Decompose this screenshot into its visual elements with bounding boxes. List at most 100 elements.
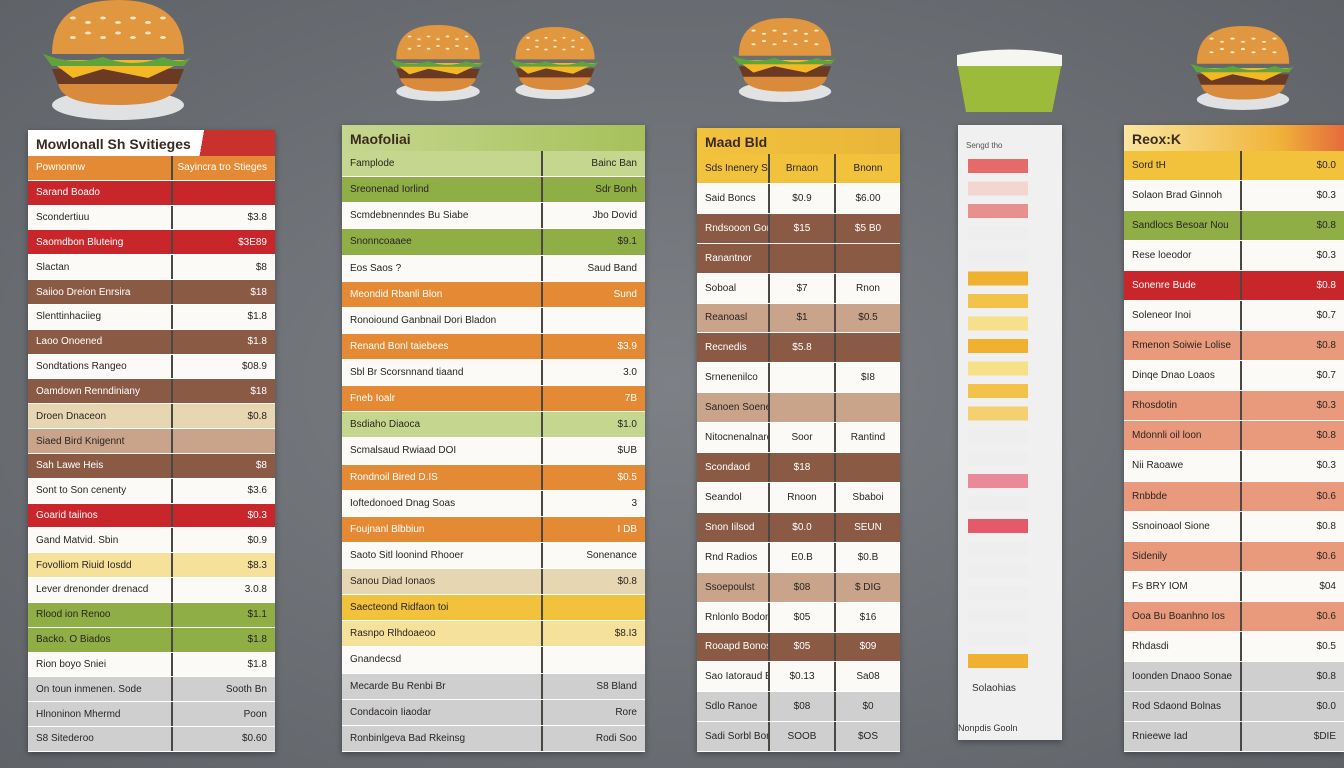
menu-row: Sarand Boado [28,180,275,206]
item-name: Sah Lawe Heis [36,460,104,472]
shape [100,36,106,39]
menu-row: Ioonden Dnaoo Sonae $0.8 [1124,661,1344,692]
burger [43,0,193,120]
shape [417,44,421,47]
menu-row: Famplode Bainc Ban [342,151,645,178]
item-name: Famplode [350,158,395,170]
item-price [834,333,900,363]
shape [544,48,548,51]
item-name: Foujnanl Blbbiun [350,523,425,535]
side-bar [968,249,1028,263]
item-name: Ioonden Dnaoo Sonae [1132,670,1233,682]
menu-row: Rnd Radios E0.B $0.B [697,542,900,573]
shape [436,44,440,47]
item-name: Gnandecsd [350,654,402,666]
item-price: $3E89 [171,230,275,255]
item-price: $0.13 [768,662,834,692]
item-price: $0.9 [768,183,834,213]
burger [732,18,838,102]
shape [510,59,600,67]
side-bar [968,316,1028,331]
menu-row: Gnandecsd [342,647,645,674]
item-price [541,647,645,673]
item-name: Droen Dnaceon [36,410,107,422]
shape [455,44,459,47]
item-price: $5 B0 [834,213,900,243]
shape [436,38,440,41]
item-name: Soleneor Inoi [1132,310,1191,322]
item-price: S8 Bland [541,673,645,699]
menu-row: Saecteond Ridfaon toi [342,595,645,622]
item-name: Mecarde Bu Renbi Br [350,680,446,692]
side-bar [968,496,1028,511]
item-price [171,429,275,453]
item-name: Sreonenad Iorlind [350,184,429,196]
shape [1190,63,1296,73]
item-price: $8 [171,255,275,280]
item-name: Reanoasl [705,312,748,324]
item-price: Rore [541,699,645,725]
menu-row: Saoto Sitl loonind Rhooer Sonenance [342,542,645,569]
menu-row: Recnedis $5.8 [697,333,900,364]
menu-row: Pownonnw Sayincra tro Stieges [28,156,275,181]
menu-row: Sont to Son cenenty $3.6 [28,478,275,504]
item-price: $0.9 [171,528,275,553]
shape [515,26,595,60]
item-name: Rondnoil Bired D.IS [350,471,438,483]
menu-row: Saiioo Dreion Enrsira $18 [28,280,275,305]
item-price: $0.7 [1240,361,1344,391]
item-price: $1.8 [171,329,275,354]
item-name: Ssnoinoaol Sione [1132,520,1210,532]
item-name: Srnenenilco [705,372,758,384]
item-price: $0.8 [1240,661,1344,691]
item-price [541,595,645,621]
item-name: Lever drenonder drenacd [36,584,149,596]
item-price: $0.6 [1240,601,1344,631]
item-name: Gand Matvid. Sbin [36,534,119,546]
item-name: Rhosdotin [1132,400,1178,412]
shape [1240,40,1246,43]
shape [1201,82,1285,100]
item-name: Rhdasdi [1132,640,1169,652]
item-price: $0.60 [171,727,275,751]
item-price: Sonenance [541,542,645,568]
shape [562,36,566,39]
item-price: $0.8 [1240,331,1344,361]
item-name: Rnbbde [1132,490,1168,502]
shape [782,32,788,35]
menu-row: Snon Iilsod $0.0 SEUN [697,512,900,543]
item-name: Rese loeodor [1132,250,1192,262]
item-price: $0.5 [834,303,900,333]
side-panel: Sengd tho Solaohias Nonpdis Gooln [958,125,1062,740]
shape [1219,40,1225,43]
side-bars [968,159,1028,668]
shape [145,31,151,35]
menu-row: Ronbinlgeva Bad Rkeinsg Rodi Soo [342,725,645,752]
item-price: $OS [834,722,900,752]
item-price: $09 [834,632,900,662]
menu-row: Sanou Diad Ionaos $0.8 [342,569,645,596]
item-name: Renand Bonl taiebees [350,340,449,352]
shape [464,47,469,50]
menu-row: Ronoiound Ganbnail Dori Bladon [342,307,645,334]
shape [1251,51,1256,54]
item-price: 3 [541,490,645,516]
menu-row: Sanoen Soeneb [697,393,900,424]
shape [396,24,480,60]
item-name: Sarand Boado [36,187,100,199]
menu-row: Sord tH $0.0 [1124,151,1344,182]
menu-row: Solaon Brad Ginnoh $0.3 [1124,181,1344,212]
item-price: I DB [541,516,645,542]
item-name: Sao Iatoraud Bnonodar [705,671,768,683]
shape [793,43,798,46]
shape [43,54,193,66]
side-bar [968,429,1028,443]
item-price: $3.6 [171,478,275,503]
side-title: Sengd tho [966,141,1003,150]
item-price: Poon [171,702,275,727]
shape [390,59,486,67]
item-price: 7B [541,386,645,412]
menu-row: Soleneor Inoi $0.7 [1124,301,1344,332]
menu-row: Ranantnor [697,243,900,274]
item-price: $1.1 [171,602,275,627]
